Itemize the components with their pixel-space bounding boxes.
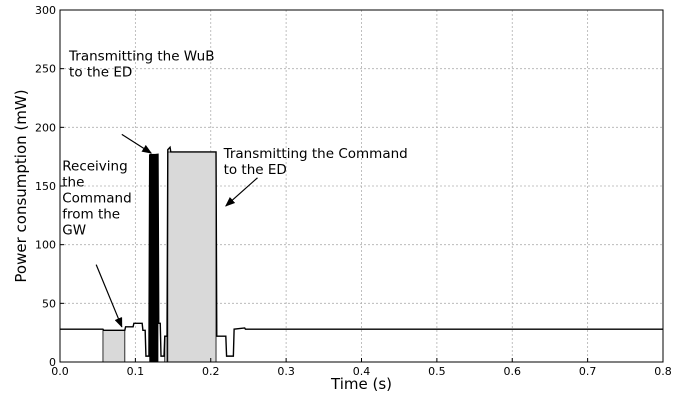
x-tick-label: 0.1 bbox=[127, 365, 145, 378]
annotation-text-line: GW bbox=[62, 223, 86, 239]
annotation-text-line: the bbox=[62, 175, 84, 191]
shaded-region bbox=[102, 329, 126, 363]
annotation-text-line: Receiving bbox=[62, 159, 127, 175]
power-series-line bbox=[60, 145, 663, 357]
shaded-region bbox=[167, 151, 217, 363]
x-tick-label: 0.2 bbox=[202, 365, 220, 378]
y-tick-label: 50 bbox=[42, 297, 56, 310]
annotation-arrow bbox=[121, 133, 153, 154]
x-tick-label: 0.5 bbox=[428, 365, 446, 378]
annotation-text-line: Transmitting the Command bbox=[223, 146, 408, 162]
annotation-text-line: from the bbox=[62, 207, 120, 223]
annotation-arrow bbox=[225, 177, 258, 207]
y-tick-label: 100 bbox=[35, 239, 56, 252]
wub-transmission-region bbox=[149, 153, 159, 363]
annotation-text-line: to the ED bbox=[69, 64, 132, 80]
x-tick-label: 0.4 bbox=[353, 365, 371, 378]
x-tick-label: 0.7 bbox=[579, 365, 597, 378]
y-tick-label: 250 bbox=[35, 63, 56, 76]
x-tick-label: 0.0 bbox=[51, 365, 69, 378]
y-tick-label: 300 bbox=[35, 4, 56, 17]
tick-labels: 0.0 0.1 0.2 0.3 0.4 0.5 0.6 0.7 0.8 0 50 100 150 200 2… bbox=[35, 4, 672, 378]
annotation-arrow bbox=[95, 264, 123, 328]
annotation-text-line: Transmitting the WuB bbox=[68, 48, 214, 64]
annotation-text-line: Command bbox=[62, 191, 131, 207]
y-tick-label: 150 bbox=[35, 180, 56, 193]
y-axis-label: Power consumption (mW) bbox=[12, 89, 30, 282]
y-tick-label: 0 bbox=[49, 356, 56, 369]
series bbox=[60, 145, 663, 357]
x-tick-label: 0.3 bbox=[277, 365, 295, 378]
x-tick-label: 0.6 bbox=[504, 365, 522, 378]
x-axis-label: Time (s) bbox=[330, 375, 392, 393]
y-tick-label: 200 bbox=[35, 121, 56, 134]
annotation-text-line: to the ED bbox=[224, 162, 287, 178]
x-tick-label: 0.8 bbox=[654, 365, 672, 378]
